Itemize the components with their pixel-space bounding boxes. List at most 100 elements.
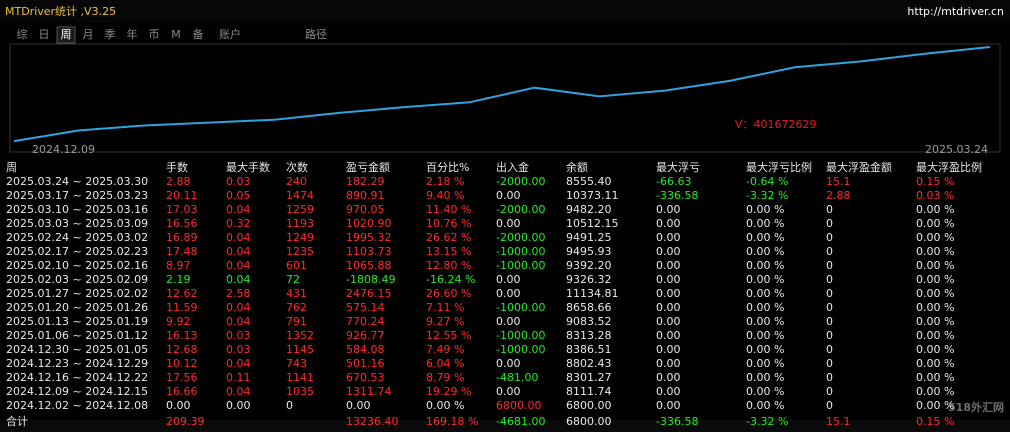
table-cell: 2025.03.03 ~ 2025.03.09 bbox=[6, 217, 148, 230]
table-cell: 2025.02.03 ~ 2025.02.09 bbox=[6, 273, 148, 286]
table-cell: 16.56 bbox=[166, 217, 198, 230]
table-cell: 16.89 bbox=[166, 231, 198, 244]
table-cell: 0.00 % bbox=[746, 343, 784, 356]
table-cell: 0 bbox=[826, 385, 833, 398]
table-cell: -16.24 % bbox=[426, 273, 475, 286]
table-cell: 0.00 bbox=[496, 385, 521, 398]
total-cell: 169.18 % bbox=[426, 415, 478, 428]
tab[interactable]: 备 bbox=[193, 27, 204, 41]
table-cell: 8111.74 bbox=[566, 385, 612, 398]
table-cell: 926.77 bbox=[346, 329, 385, 342]
tab[interactable]: 季 bbox=[105, 28, 116, 41]
table-cell: 7.11 % bbox=[426, 301, 464, 314]
table-cell: 0.00 bbox=[656, 399, 681, 412]
table-cell: 2.58 bbox=[226, 287, 251, 300]
table-cell: 240 bbox=[286, 175, 307, 188]
table-cell: 0.04 bbox=[226, 273, 251, 286]
table-cell: 9392.20 bbox=[566, 259, 612, 272]
table-cell: 1474 bbox=[286, 189, 314, 202]
tab-highlight bbox=[56, 26, 76, 44]
table-cell: 584.08 bbox=[346, 343, 385, 356]
table-cell: 0.00 bbox=[656, 203, 681, 216]
table-cell: 0.00 bbox=[346, 399, 371, 412]
table-cell: 0.15 % bbox=[916, 175, 954, 188]
table-cell: 0.00 % bbox=[916, 287, 954, 300]
table-cell: 9326.32 bbox=[566, 273, 612, 286]
table-cell: 12.55 % bbox=[426, 329, 471, 342]
table-cell: 0.03 bbox=[226, 175, 251, 188]
table-cell: 6800.00 bbox=[496, 399, 542, 412]
table-cell: 1020.90 bbox=[346, 217, 392, 230]
table-cell: 431 bbox=[286, 287, 307, 300]
table-cell: 0 bbox=[826, 399, 833, 412]
tab[interactable]: 周 bbox=[61, 28, 72, 41]
table-cell: 0 bbox=[826, 301, 833, 314]
app-title: MTDriver统计 ,V3.25 bbox=[5, 5, 116, 18]
table-cell: 0.00 % bbox=[916, 371, 954, 384]
table-cell: 1259 bbox=[286, 203, 314, 216]
table-cell: 0.00 bbox=[656, 343, 681, 356]
table-cell: 8301.27 bbox=[566, 371, 612, 384]
x-tick-label: 2025.03.24 bbox=[925, 143, 988, 156]
table-cell: 2.88 bbox=[826, 189, 851, 202]
table-cell: 601 bbox=[286, 259, 307, 272]
table-cell: 970.05 bbox=[346, 203, 385, 216]
tab[interactable]: M bbox=[171, 28, 181, 41]
table-cell: 11134.81 bbox=[566, 287, 619, 300]
table-cell: 11.59 bbox=[166, 301, 198, 314]
tab[interactable]: 综 bbox=[17, 27, 28, 41]
table-cell: 15.1 bbox=[826, 175, 851, 188]
table-cell: -1000.00 bbox=[496, 329, 545, 342]
tab[interactable]: 月 bbox=[83, 28, 94, 41]
table-cell: 0.00 % bbox=[746, 357, 784, 370]
table-cell: 0.00 % bbox=[746, 301, 784, 314]
total-cell: 0.15 % bbox=[916, 415, 954, 428]
table-cell: 2025.01.27 ~ 2025.02.02 bbox=[6, 287, 148, 300]
table-cell: 6.04 % bbox=[426, 357, 464, 370]
table-cell: 2024.12.30 ~ 2025.01.05 bbox=[6, 343, 148, 356]
table-cell: 1103.73 bbox=[346, 245, 392, 258]
table-cell: 890.91 bbox=[346, 189, 385, 202]
table-cell: -3.32 % bbox=[746, 189, 788, 202]
table-cell: 0.03 % bbox=[916, 189, 954, 202]
tab[interactable]: 年 bbox=[127, 27, 138, 41]
table-cell: 0.00 % bbox=[746, 371, 784, 384]
table-cell: 0.00 bbox=[656, 217, 681, 230]
table-cell: 0 bbox=[826, 287, 833, 300]
table-cell: 2024.12.02 ~ 2024.12.08 bbox=[6, 399, 148, 412]
table-cell: 17.03 bbox=[166, 203, 198, 216]
table-cell: 0.04 bbox=[226, 357, 251, 370]
table-cell: 1035 bbox=[286, 385, 314, 398]
column-header: 手数 bbox=[166, 160, 188, 174]
column-header: 次数 bbox=[286, 160, 308, 174]
tab[interactable]: 账户 bbox=[219, 27, 241, 41]
table-cell: 9495.93 bbox=[566, 245, 612, 258]
table-cell: 10373.11 bbox=[566, 189, 619, 202]
table-cell: 0.11 bbox=[226, 371, 251, 384]
tab[interactable]: 日 bbox=[39, 28, 50, 41]
total-cell: -4681.00 bbox=[496, 415, 545, 428]
table-cell: 17.56 bbox=[166, 371, 198, 384]
table-cell: 0.00 % bbox=[916, 273, 954, 286]
table-cell: 0.00 bbox=[496, 357, 521, 370]
table-cell: 1311.74 bbox=[346, 385, 392, 398]
table-cell: 2024.12.16 ~ 2024.12.22 bbox=[6, 371, 148, 384]
table-cell: 1352 bbox=[286, 329, 314, 342]
table-cell: 8555.40 bbox=[566, 175, 612, 188]
table-cell: 10.12 bbox=[166, 357, 198, 370]
table-cell: -66.63 bbox=[656, 175, 691, 188]
table-cell: 7.49 % bbox=[426, 343, 464, 356]
table-cell: 0.00 bbox=[656, 245, 681, 258]
table-cell: 0.00 % bbox=[746, 245, 784, 258]
table-cell: 0 bbox=[826, 217, 833, 230]
tab[interactable]: 币 bbox=[149, 28, 160, 41]
table-cell: 0.00 % bbox=[916, 217, 954, 230]
table-cell: 9491.25 bbox=[566, 231, 612, 244]
table-cell: 0.00 % bbox=[746, 203, 784, 216]
tab[interactable]: 路径 bbox=[305, 28, 327, 41]
table-cell: -1000.00 bbox=[496, 301, 545, 314]
table-cell: 0.00 % bbox=[916, 245, 954, 258]
table-cell: 9.92 bbox=[166, 315, 191, 328]
table-cell: 2024.12.23 ~ 2024.12.29 bbox=[6, 357, 148, 370]
table-cell: 2024.12.09 ~ 2024.12.15 bbox=[6, 385, 148, 398]
